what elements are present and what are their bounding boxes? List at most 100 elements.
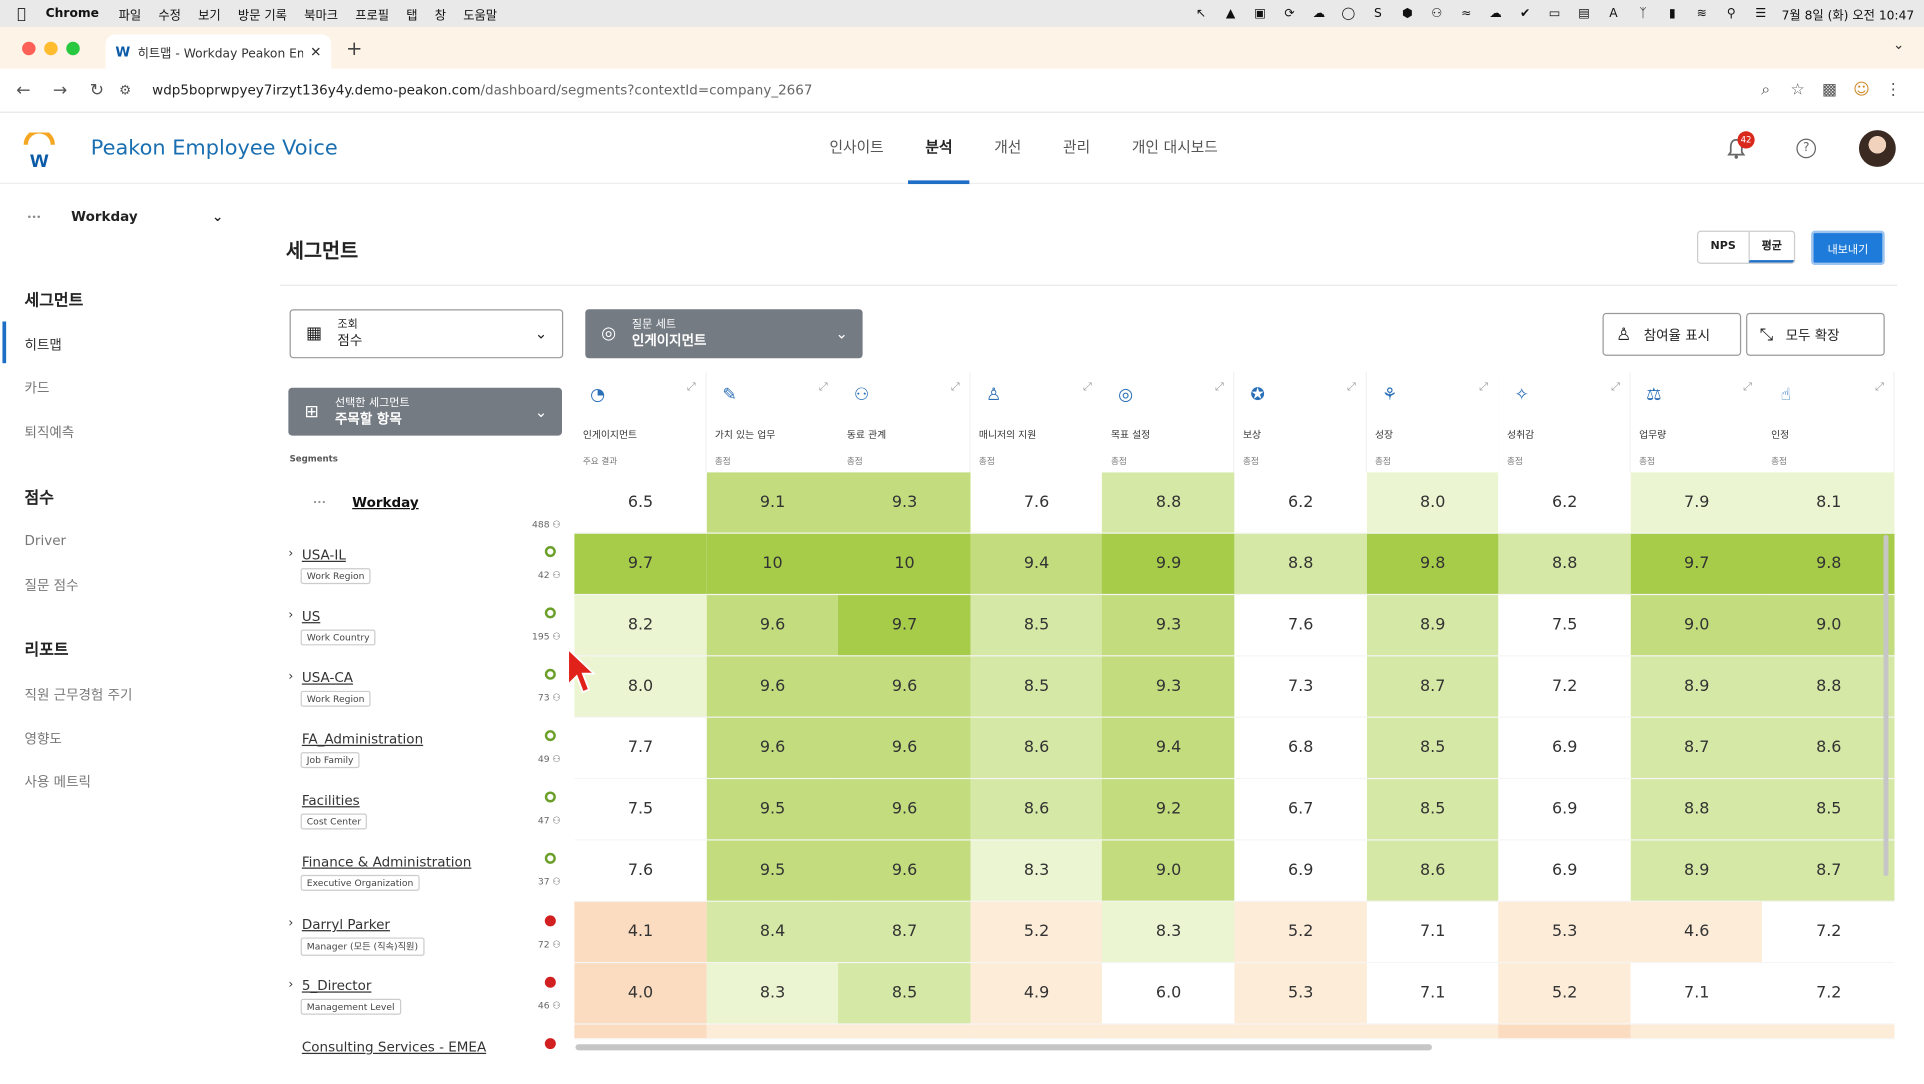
expand-chevron-icon[interactable]: › [288, 669, 294, 684]
reload-icon[interactable]: ↻ [89, 80, 105, 101]
sync-icon[interactable]: ⟳ [1284, 6, 1295, 21]
heatmap-cell[interactable]: 10 [706, 533, 839, 596]
heatmap-cell[interactable] [970, 1024, 1103, 1040]
heatmap-cell[interactable]: 9.6 [706, 656, 839, 718]
heatmap-cell[interactable]: 7.3 [1234, 656, 1367, 718]
heatmap-cell[interactable]: 7.1 [1366, 963, 1499, 1025]
screen-mirror-icon[interactable]: ▭ [1548, 6, 1561, 21]
heatmap-cell[interactable]: 8.6 [970, 779, 1103, 841]
heatmap-cell[interactable]: 8.5 [1366, 779, 1499, 841]
vertical-scrollbar[interactable] [1883, 534, 1889, 877]
expand-column-icon[interactable]: ⤢ [1214, 381, 1224, 394]
segment-row[interactable]: › US Work Country 195 ⚇ [288, 607, 561, 663]
cursor-tool-icon[interactable]: ↖ [1196, 6, 1207, 21]
expand-column-icon[interactable]: ⤢ [686, 381, 696, 394]
site-info-icon[interactable]: ⚙ [119, 82, 132, 99]
segment-name[interactable]: US [301, 608, 321, 625]
heatmap-cell[interactable]: 8.4 [706, 901, 839, 964]
address-bar[interactable]: wdp5boprwpyey7irzyt136y4y.demo-peakon.co… [152, 82, 1750, 98]
segment-name[interactable]: Consulting Services - EMEA [301, 1039, 487, 1056]
wifi-icon[interactable]: ≋ [1696, 6, 1707, 21]
expand-column-icon[interactable]: ⤢ [1347, 381, 1356, 394]
apple-icon[interactable]:  [17, 5, 26, 22]
heatmap-cell[interactable]: 6.8 [1234, 717, 1367, 780]
column-header[interactable]: ☝ ⤢ 인정 총점 [1762, 371, 1895, 473]
export-button[interactable]: 내보내기 [1811, 230, 1885, 266]
menubar-item[interactable]: 창 [425, 9, 446, 23]
heatmap-cell[interactable]: 8.5 [970, 595, 1103, 657]
heatmap-cell[interactable]: 9.3 [1102, 656, 1235, 718]
zoom-window-button[interactable] [66, 41, 80, 55]
column-header[interactable]: ◎ ⤢ 목표 설정 총점 [1102, 371, 1235, 473]
heatmap-cell[interactable]: 4.9 [970, 963, 1103, 1025]
heatmap-cell[interactable]: 6.2 [1234, 472, 1367, 534]
segment-name[interactable]: FA_Administration [301, 731, 424, 748]
app-title[interactable]: Peakon Employee Voice [90, 136, 338, 161]
app-status-icon[interactable]: ▲ [1225, 6, 1236, 21]
heatmap-cell[interactable]: 9.3 [838, 472, 971, 534]
heatmap-cell[interactable]: 7.1 [1630, 963, 1764, 1025]
heatmap-cell[interactable]: 4.0 [574, 963, 707, 1025]
column-header[interactable]: ◔ ⤢ 인게이지먼트 주요 결과 [574, 371, 707, 473]
nav-tab[interactable]: 인사이트 [829, 138, 884, 156]
horizontal-scrollbar[interactable] [575, 1044, 1432, 1051]
heatmap-cell[interactable]: 5.2 [970, 901, 1103, 964]
heatmap-cell[interactable]: 8.1 [1762, 472, 1895, 534]
heatmap-cell[interactable]: 9.7 [1630, 533, 1764, 596]
selected-segments-dropdown[interactable]: ⊞ 선택한 세그먼트 주목할 항목 ⌄ [288, 387, 562, 436]
heatmap-cell[interactable]: 8.8 [1234, 533, 1367, 596]
bluetooth-icon[interactable]: ᛉ [1639, 6, 1647, 21]
expand-chevron-icon[interactable]: › [288, 608, 294, 623]
heatmap-cell[interactable]: 8.6 [1366, 840, 1499, 902]
workspace-selector[interactable]: ••• Workday ⌄ [27, 209, 223, 225]
zoom-icon[interactable]: ⌕ [1761, 80, 1771, 100]
heatmap-cell[interactable]: 7.2 [1762, 963, 1895, 1025]
heatmap-cell[interactable]: 7.9 [1630, 472, 1764, 534]
segment-row[interactable]: Consulting Services - EMEA [288, 1038, 560, 1084]
heatmap-cell[interactable]: 9.4 [1102, 717, 1235, 780]
back-arrow-icon[interactable]: ← [16, 80, 31, 101]
heatmap-cell[interactable]: 9.6 [706, 717, 839, 780]
column-header[interactable]: ⚖ ⤢ 업무량 총점 [1630, 371, 1764, 473]
toggle-nps[interactable]: NPS [1710, 240, 1736, 253]
expand-column-icon[interactable]: ⤢ [1743, 381, 1752, 394]
heatmap-cell[interactable]: 8.5 [970, 656, 1103, 718]
segment-name[interactable]: Facilities [301, 792, 360, 809]
segment-name[interactable]: 5_Director [301, 977, 372, 994]
menubar-clock[interactable]: 7월 8일 (화) 오전 10:47 [1781, 9, 1915, 23]
sidebar-item-impact[interactable]: 영향도 [24, 731, 62, 748]
heatmap-cell[interactable]: 8.7 [1630, 717, 1764, 780]
segment-name[interactable]: USA-CA [301, 669, 354, 686]
heatmap-cell[interactable] [1234, 1024, 1367, 1040]
heatmap-cell[interactable]: 8.3 [970, 840, 1103, 902]
new-tab-button[interactable]: + [346, 36, 363, 60]
spotlight-search-icon[interactable]: ⚲ [1726, 6, 1736, 21]
heatmap-cell[interactable]: 8.9 [1630, 656, 1764, 718]
heatmap-cell[interactable]: 8.5 [1366, 717, 1499, 780]
control-center-icon[interactable]: ☰ [1755, 6, 1767, 21]
heatmap-cell[interactable]: 9.7 [838, 595, 971, 657]
segment-name[interactable]: Finance & Administration [301, 854, 472, 870]
sidebar-item-usage-metrics[interactable]: 사용 메트릭 [24, 774, 91, 791]
minimize-window-button[interactable] [44, 41, 58, 55]
workday-logo[interactable]: w [22, 132, 56, 170]
menubar-item[interactable]: 도움말 [454, 9, 497, 23]
menubar-app-name[interactable]: Chrome [36, 6, 99, 21]
heatmap-cell[interactable]: 6.9 [1234, 840, 1367, 902]
heatmap-cell[interactable]: 9.8 [1762, 533, 1895, 596]
heatmap-cell[interactable]: 5.3 [1234, 963, 1367, 1025]
heatmap-cell[interactable]: 9.0 [1102, 840, 1235, 902]
check-circle-icon[interactable]: ✔ [1519, 6, 1531, 21]
heatmap-cell[interactable]: 6.2 [1498, 472, 1631, 534]
sidebar-item-attrition[interactable]: 퇴직예측 [24, 424, 75, 441]
heatmap-cell[interactable]: 7.5 [574, 779, 707, 841]
close-window-button[interactable] [22, 41, 36, 55]
cloud-icon[interactable]: ☁ [1312, 6, 1326, 21]
shield-icon[interactable]: ◯ [1341, 6, 1356, 21]
notification-badge[interactable]: 42 [1737, 131, 1755, 149]
segment-name[interactable]: USA-IL [301, 547, 346, 564]
segment-row[interactable]: › 5_Director Management Level 46 ⚇ [288, 976, 561, 1032]
heatmap-cell[interactable]: 8.5 [1762, 779, 1895, 841]
close-tab-icon[interactable]: ✕ [310, 43, 322, 60]
nav-tab[interactable]: 분석 [908, 113, 970, 185]
